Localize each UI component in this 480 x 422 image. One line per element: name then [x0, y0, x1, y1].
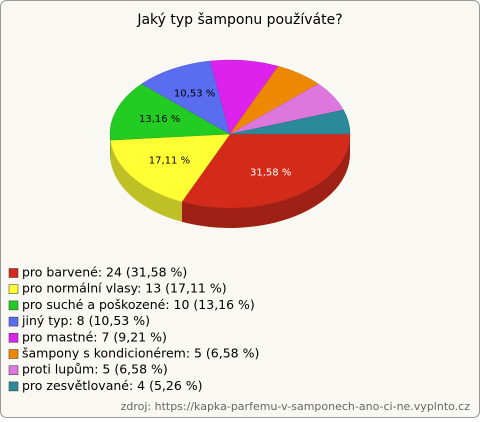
- legend-label: šampony s kondicionérem: 5 (6,58 %): [22, 346, 259, 361]
- slice-label: 10,53 %: [174, 89, 215, 100]
- legend-swatch: [9, 317, 18, 326]
- legend-label: jiný typ: 8 (10,53 %): [21, 313, 150, 328]
- legend-swatch: [9, 350, 18, 359]
- legend-label: pro suché a poškozené: 10 (13,16 %): [22, 297, 255, 312]
- slice-label: 13,16 %: [139, 114, 180, 125]
- source: zdroj: https://kapka-parfemu-v-samponech…: [121, 400, 471, 413]
- chart-title: Jaký typ šamponu používáte?: [136, 12, 342, 28]
- legend-label: pro barvené: 24 (31,58 %): [22, 265, 187, 280]
- legend-label: pro normální vlasy: 13 (17,11 %): [22, 281, 227, 296]
- legend-label: pro zesvětlované: 4 (5,26 %): [22, 378, 203, 393]
- legend-label: pro mastné: 7 (9,21 %): [22, 329, 167, 344]
- legend-swatch: [9, 333, 18, 342]
- legend-swatch: [9, 366, 18, 375]
- slice-label: 31,58 %: [250, 167, 291, 178]
- legend-swatch: [9, 382, 18, 391]
- legend-swatch: [9, 269, 18, 278]
- slice-label: 17,11 %: [149, 156, 190, 167]
- legend-swatch: [9, 285, 18, 294]
- legend-label: proti lupům: 5 (6,58 %): [22, 362, 168, 377]
- legend-swatch: [9, 301, 18, 310]
